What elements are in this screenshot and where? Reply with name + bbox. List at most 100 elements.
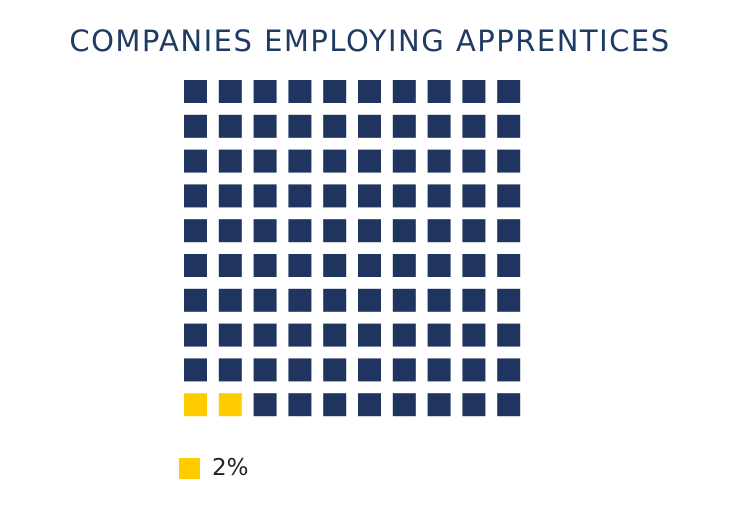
waffle-cell (392, 323, 416, 347)
waffle-cell (392, 149, 416, 173)
waffle-cell (497, 219, 521, 243)
waffle-cell (462, 254, 486, 277)
waffle-cell (288, 149, 312, 173)
waffle-cell (462, 393, 486, 417)
waffle-cell (358, 288, 381, 312)
waffle-cell (462, 184, 486, 208)
waffle-cell (462, 358, 486, 382)
waffle-cell (184, 80, 207, 103)
waffle-cell (392, 254, 416, 277)
waffle-cell (497, 149, 521, 173)
waffle-cell (184, 184, 207, 208)
waffle-cell-highlight (218, 393, 242, 417)
waffle-cell (184, 358, 207, 382)
waffle-cell (427, 184, 451, 208)
waffle-cell (427, 219, 451, 243)
waffle-cell (497, 358, 521, 382)
waffle-cell (288, 114, 312, 138)
waffle-cell (358, 358, 381, 382)
waffle-cell (323, 219, 347, 243)
waffle-cell (358, 184, 381, 208)
waffle-cell (218, 149, 242, 173)
waffle-cell (358, 254, 381, 277)
waffle-cell (253, 184, 277, 208)
waffle-cell (427, 254, 451, 277)
waffle-cell (323, 323, 347, 347)
waffle-cell (288, 393, 312, 417)
legend: 2% (179, 455, 249, 481)
waffle-cell-highlight (184, 393, 207, 417)
waffle-cell (358, 219, 381, 243)
waffle-cell (323, 393, 347, 417)
waffle-cell (358, 149, 381, 173)
waffle-cell (323, 80, 347, 103)
waffle-cell (218, 219, 242, 243)
waffle-cell (323, 114, 347, 138)
waffle-cell (288, 323, 312, 347)
waffle-cell (184, 219, 207, 243)
waffle-cell (323, 288, 347, 312)
waffle-cell (497, 254, 521, 277)
waffle-cell (218, 114, 242, 138)
waffle-cell (427, 323, 451, 347)
waffle-cell (358, 114, 381, 138)
waffle-cell (184, 114, 207, 138)
waffle-cell (288, 254, 312, 277)
waffle-cell (427, 358, 451, 382)
waffle-cell (462, 219, 486, 243)
waffle-cell (288, 184, 312, 208)
legend-swatch (179, 457, 200, 479)
waffle-cell (218, 80, 242, 103)
waffle-cell (427, 80, 451, 103)
waffle-cell (288, 219, 312, 243)
waffle-cell (323, 358, 347, 382)
waffle-cell (253, 219, 277, 243)
waffle-cell (392, 80, 416, 103)
waffle-cell (427, 393, 451, 417)
waffle-cell (497, 114, 521, 138)
waffle-cell (497, 323, 521, 347)
waffle-cell (392, 184, 416, 208)
waffle-cell (218, 254, 242, 277)
waffle-cell (462, 114, 486, 138)
waffle-cell (358, 323, 381, 347)
waffle-cell (462, 149, 486, 173)
legend-label: 2% (212, 455, 249, 481)
waffle-cell (288, 288, 312, 312)
waffle-cell (462, 80, 486, 103)
waffle-cell (358, 80, 381, 103)
waffle-cell (427, 114, 451, 138)
waffle-cell (253, 288, 277, 312)
waffle-cell (288, 80, 312, 103)
waffle-cell (497, 184, 521, 208)
waffle-cell (253, 254, 277, 277)
waffle-cell (427, 288, 451, 312)
waffle-cell (288, 358, 312, 382)
waffle-cell (253, 114, 277, 138)
waffle-cell (253, 358, 277, 382)
waffle-cell (358, 393, 381, 417)
waffle-cell (184, 254, 207, 277)
waffle-cell (184, 323, 207, 347)
waffle-cell (323, 254, 347, 277)
waffle-cell (184, 288, 207, 312)
waffle-cell (253, 149, 277, 173)
waffle-cell (253, 80, 277, 103)
waffle-cell (218, 358, 242, 382)
waffle-cell (218, 288, 242, 312)
waffle-cell (392, 358, 416, 382)
waffle-cell (392, 288, 416, 312)
waffle-cell (323, 149, 347, 173)
waffle-cell (218, 184, 242, 208)
waffle-cell (323, 184, 347, 208)
waffle-cell (184, 149, 207, 173)
waffle-cell (392, 219, 416, 243)
waffle-cell (497, 393, 521, 417)
chart-title: COMPANIES EMPLOYING APPRENTICES (69, 24, 671, 58)
waffle-cell (497, 288, 521, 312)
waffle-cell (427, 149, 451, 173)
waffle-cell (497, 80, 521, 103)
waffle-cell (462, 323, 486, 347)
waffle-cell (253, 323, 277, 347)
